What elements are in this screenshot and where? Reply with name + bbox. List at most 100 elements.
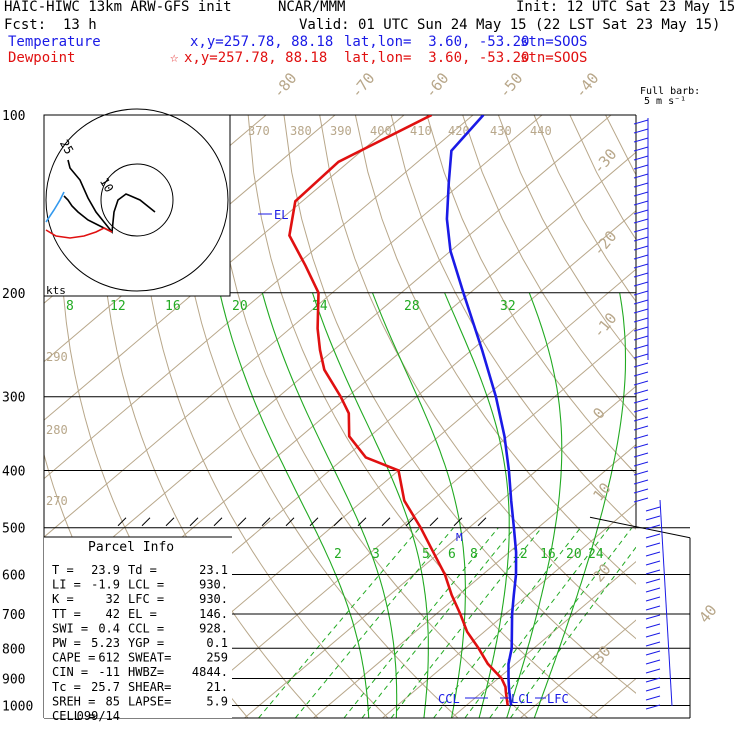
isotherm-line (589, 677, 636, 718)
mixing-ratio-line (390, 527, 542, 718)
pressure-label: 200 (2, 287, 25, 302)
hatch-mark (141, 517, 151, 527)
wind-barb (645, 596, 661, 602)
parcel-cell: K = (52, 592, 74, 606)
isotherm-line (175, 327, 636, 718)
mixing-ratio-label: 16 (540, 547, 556, 562)
parcel-cell: LFC = (128, 592, 164, 606)
wind-barb (633, 281, 649, 287)
isotherm-line (44, 115, 543, 538)
wind-barb (633, 254, 649, 260)
wind-barb (633, 200, 649, 206)
level-markers: EL M CCL LCL LFC (258, 208, 569, 706)
parcel-cell: Td = (128, 563, 157, 577)
wind-barb (645, 704, 661, 710)
hatch-mark (285, 517, 295, 527)
parcel-cell: 4844. (192, 665, 228, 679)
wind-barb (645, 686, 661, 692)
fcst-value: 13 h (63, 17, 97, 33)
parcel-cell: SWEAT= (128, 651, 171, 665)
dewpoint-legend: Dewpoint (8, 50, 76, 66)
hatch-mark (261, 517, 271, 527)
parcel-cell: 930. (199, 592, 228, 606)
parcel-cell: Tc = (52, 680, 81, 694)
theta-label: 430 (490, 124, 512, 138)
parcel-cell: -1.9 (91, 578, 120, 592)
pressure-label: 900 (2, 672, 25, 687)
isotherm-label: -30 (589, 145, 620, 177)
parcel-cell: CCL = (128, 621, 164, 635)
wind-barb (633, 290, 649, 296)
wind-barb (645, 695, 661, 701)
el-marker: EL (274, 208, 288, 222)
parcel-cell: 0.4 (98, 621, 120, 635)
wind-barb (633, 407, 649, 413)
hodograph-ring-outer (45, 108, 229, 292)
parcel-cell: 21. (206, 680, 228, 694)
dry-adiabat (677, 115, 740, 718)
dry-adiabat (641, 115, 740, 718)
parcel-cell: EL = (128, 607, 157, 621)
wind-barb (645, 551, 661, 557)
wind-barb (645, 641, 661, 647)
parcel-cell: LCL = (128, 578, 164, 592)
parcel-cell: 85 (106, 694, 120, 708)
hodograph-trace-upper (67, 159, 156, 235)
hodograph-ring-inner (100, 163, 174, 237)
wind-barb (633, 497, 649, 503)
parcel-cell: 259 (206, 651, 228, 665)
parcel-cell: 928. (199, 621, 228, 635)
wind-barb (633, 389, 649, 395)
dewpoint-xy: x,y=257.78, 88.18 (184, 50, 328, 66)
wind-barb (645, 533, 661, 539)
mixing-ratio-line (295, 527, 454, 718)
wind-barb (633, 380, 649, 386)
wind-barb (645, 650, 661, 656)
wind-barb (633, 146, 649, 152)
hatch-mark (453, 517, 463, 527)
wind-barb (645, 569, 661, 575)
temperature-latlon: lat,lon= 3.60, -53.20 (344, 34, 530, 50)
ccl-marker: CCL (438, 692, 460, 706)
moist-adiabat-label: 12 (110, 299, 126, 314)
wind-barbs (633, 118, 673, 710)
temperature-station: stn=SOOS (520, 34, 588, 50)
mixing-ratio-label: 6 (448, 547, 456, 562)
theta-label: 290 (46, 350, 68, 364)
wind-barb-staff (659, 499, 673, 707)
fcst-label: Fcst: (4, 17, 47, 33)
parcel-cell: LI = (52, 578, 81, 592)
theta-label: 390 (330, 124, 352, 138)
hatch-mark (213, 517, 223, 527)
isotherm-label: -50 (495, 69, 526, 101)
parcel-cell: CAPE = (52, 651, 95, 665)
wind-barb (633, 353, 649, 359)
mixing-ratio-label: 24 (588, 547, 604, 562)
parcel-cell: 5.9 (206, 694, 228, 708)
lcl-marker: LCL (511, 692, 533, 706)
dry-adiabat (138, 115, 389, 718)
wind-barb (633, 191, 649, 197)
wind-barb (633, 245, 649, 251)
parcel-cell: T = (52, 563, 74, 577)
hodograph-trace-low (45, 227, 113, 239)
isotherm-label: -40 (571, 69, 602, 101)
mixing-ratio-line (464, 527, 610, 718)
theta-label: 280 (46, 423, 68, 437)
mixing-ratio-lines (219, 292, 636, 718)
moist-adiabat-label: 24 (312, 299, 328, 314)
isotherm-label: -80 (269, 69, 300, 101)
wind-barb (633, 227, 649, 233)
pressure-label: 400 (2, 465, 25, 480)
mixing-ratio-line (361, 527, 516, 718)
moist-adiabat (371, 292, 466, 718)
moist-adiabat-label: 16 (165, 299, 181, 314)
wind-barb (633, 137, 649, 143)
parcel-info-box: Parcel Info T = 23.9 Td = 23.1 LI = -1.9 LCL =… (44, 536, 232, 723)
wind-barb (645, 542, 661, 548)
theta-label: 400 (370, 124, 392, 138)
isotherm-label: -20 (589, 227, 620, 259)
